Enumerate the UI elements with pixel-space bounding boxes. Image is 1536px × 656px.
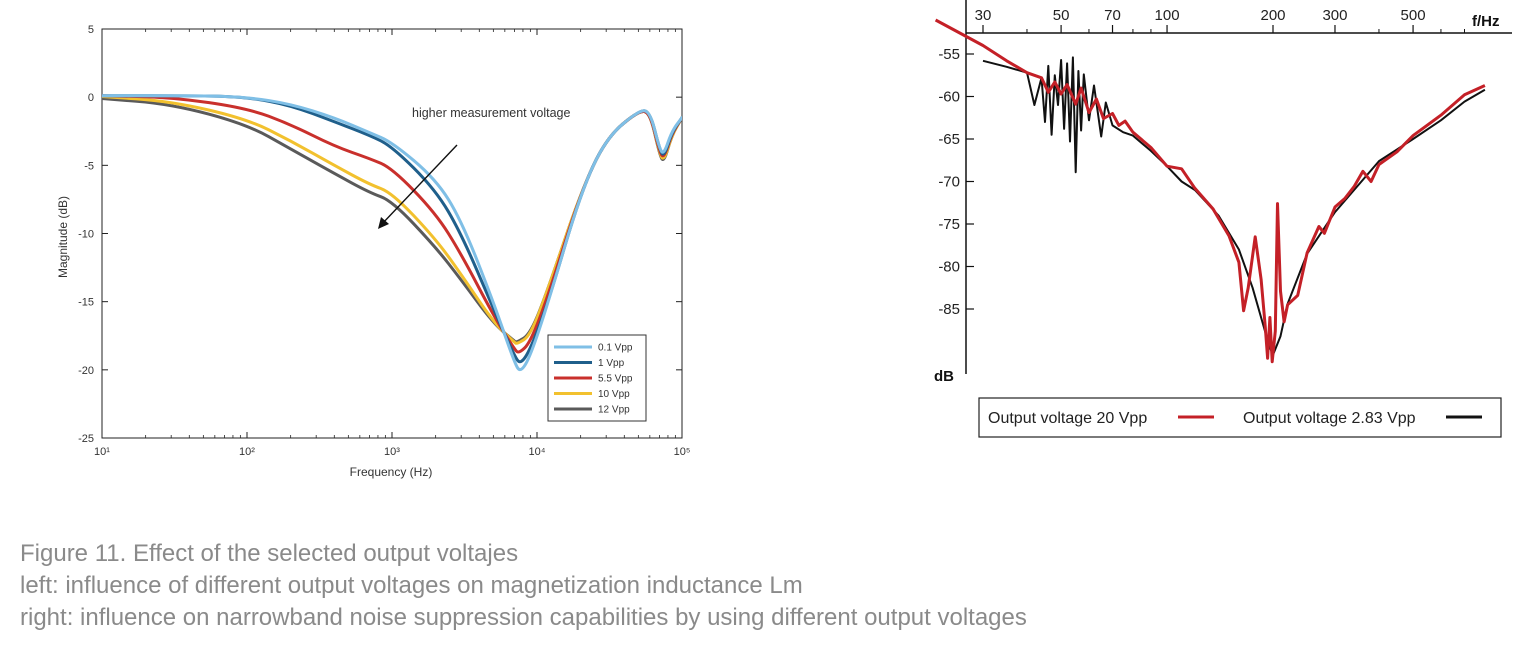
right-chart-series [934, 18, 1486, 364]
left-x-tick-label: 10¹ [94, 446, 110, 458]
left-x-tick-label: 10⁴ [529, 446, 546, 458]
right-x-tick-label: 70 [1104, 7, 1121, 24]
left-legend: 0.1 Vpp 1 Vpp 5.5 Vpp 10 Vpp 12 Vpp [547, 334, 647, 422]
left-legend-label: 10 Vpp [598, 389, 630, 400]
annotation-label: higher measurement voltage [412, 106, 570, 120]
right-chart-axes: 30 50 70 100 200 300 500 -55 -60 -65 -70 -75 -80 -85 [938, 0, 1512, 374]
left-y-axis-label: Magnitude (dB) [56, 196, 70, 278]
left-chart-magnitude: 10¹ 10² 10³ 10⁴ 10⁵ 5 0 -5 -10 -15 -20 -25 higher m… [56, 24, 690, 479]
left-legend-label: 12 Vpp [598, 405, 630, 416]
left-x-axis-label: Frequency (Hz) [350, 465, 433, 479]
right-x-axis-label: f/Hz [1472, 13, 1500, 30]
caption-line-2: left: influence of different output volt… [20, 572, 803, 599]
left-legend-label: 0.1 Vpp [598, 343, 633, 354]
right-x-tick-label: 200 [1260, 7, 1285, 24]
left-y-tick-label: -10 [78, 229, 94, 241]
left-series-12-vpp [102, 97, 682, 344]
right-legend-box [978, 397, 1502, 438]
left-legend-label: 1 Vpp [598, 358, 625, 369]
right-x-tick-label: 500 [1401, 7, 1426, 24]
left-chart-axes: 10¹ 10² 10³ 10⁴ 10⁵ 5 0 -5 -10 -15 -20 -25 [78, 24, 690, 458]
annotation-arrow [380, 144, 458, 226]
left-series-0-1-vpp [102, 94, 682, 372]
right-y-tick-label: -75 [938, 216, 960, 233]
right-y-tick-label: -70 [938, 174, 960, 191]
right-y-tick-label: -85 [938, 301, 960, 318]
left-x-tick-label: 10³ [384, 446, 400, 458]
left-chart-series [102, 94, 682, 372]
right-y-tick-label: -55 [938, 46, 960, 63]
right-series-20vpp [934, 18, 1486, 364]
left-annotation: higher measurement voltage [378, 106, 570, 229]
right-x-tick-label: 50 [1053, 7, 1070, 24]
right-y-tick-label: -65 [938, 131, 960, 148]
right-chart-noise-suppression: 30 50 70 100 200 300 500-55-60-65-70-75-80-85 … [934, 0, 1512, 438]
caption-line-3: right: influence on narrowband noise sup… [20, 604, 1027, 631]
right-x-tick-label: 100 [1155, 7, 1180, 24]
right-y-tick-label: -80 [938, 259, 960, 276]
left-y-tick-label: -20 [78, 365, 94, 377]
annotation-arrowhead [378, 217, 389, 229]
right-series-283vpp [982, 56, 1486, 356]
right-y-axis-label: dB [934, 368, 954, 385]
figure-caption: Figure 11. Effect of the selected output… [20, 538, 1027, 634]
left-y-tick-label: -25 [78, 433, 94, 445]
left-y-tick-label: 5 [88, 24, 94, 36]
right-legend: Output voltage 20 Vpp Output voltage 2.8… [978, 397, 1502, 438]
right-x-tick-label: 30 [975, 7, 992, 24]
left-x-tick-label: 10⁵ [674, 446, 691, 458]
left-series-1-vpp [102, 94, 682, 364]
left-series-10-vpp [102, 94, 682, 345]
left-y-tick-label: -15 [78, 297, 94, 309]
left-legend-label: 5.5 Vpp [598, 374, 633, 385]
left-series-5-5-vpp [102, 94, 682, 354]
left-y-tick-label: -5 [84, 160, 94, 172]
right-y-tick-label: -60 [938, 89, 960, 106]
left-x-tick-label: 10² [239, 446, 255, 458]
right-legend-label-20vpp: Output voltage 20 Vpp [988, 410, 1147, 427]
caption-line-1: Figure 11. Effect of the selected output… [20, 540, 519, 567]
left-y-tick-label: 0 [88, 92, 94, 104]
right-x-tick-label: 300 [1322, 7, 1347, 24]
right-legend-label-283vpp: Output voltage 2.83 Vpp [1243, 410, 1416, 427]
